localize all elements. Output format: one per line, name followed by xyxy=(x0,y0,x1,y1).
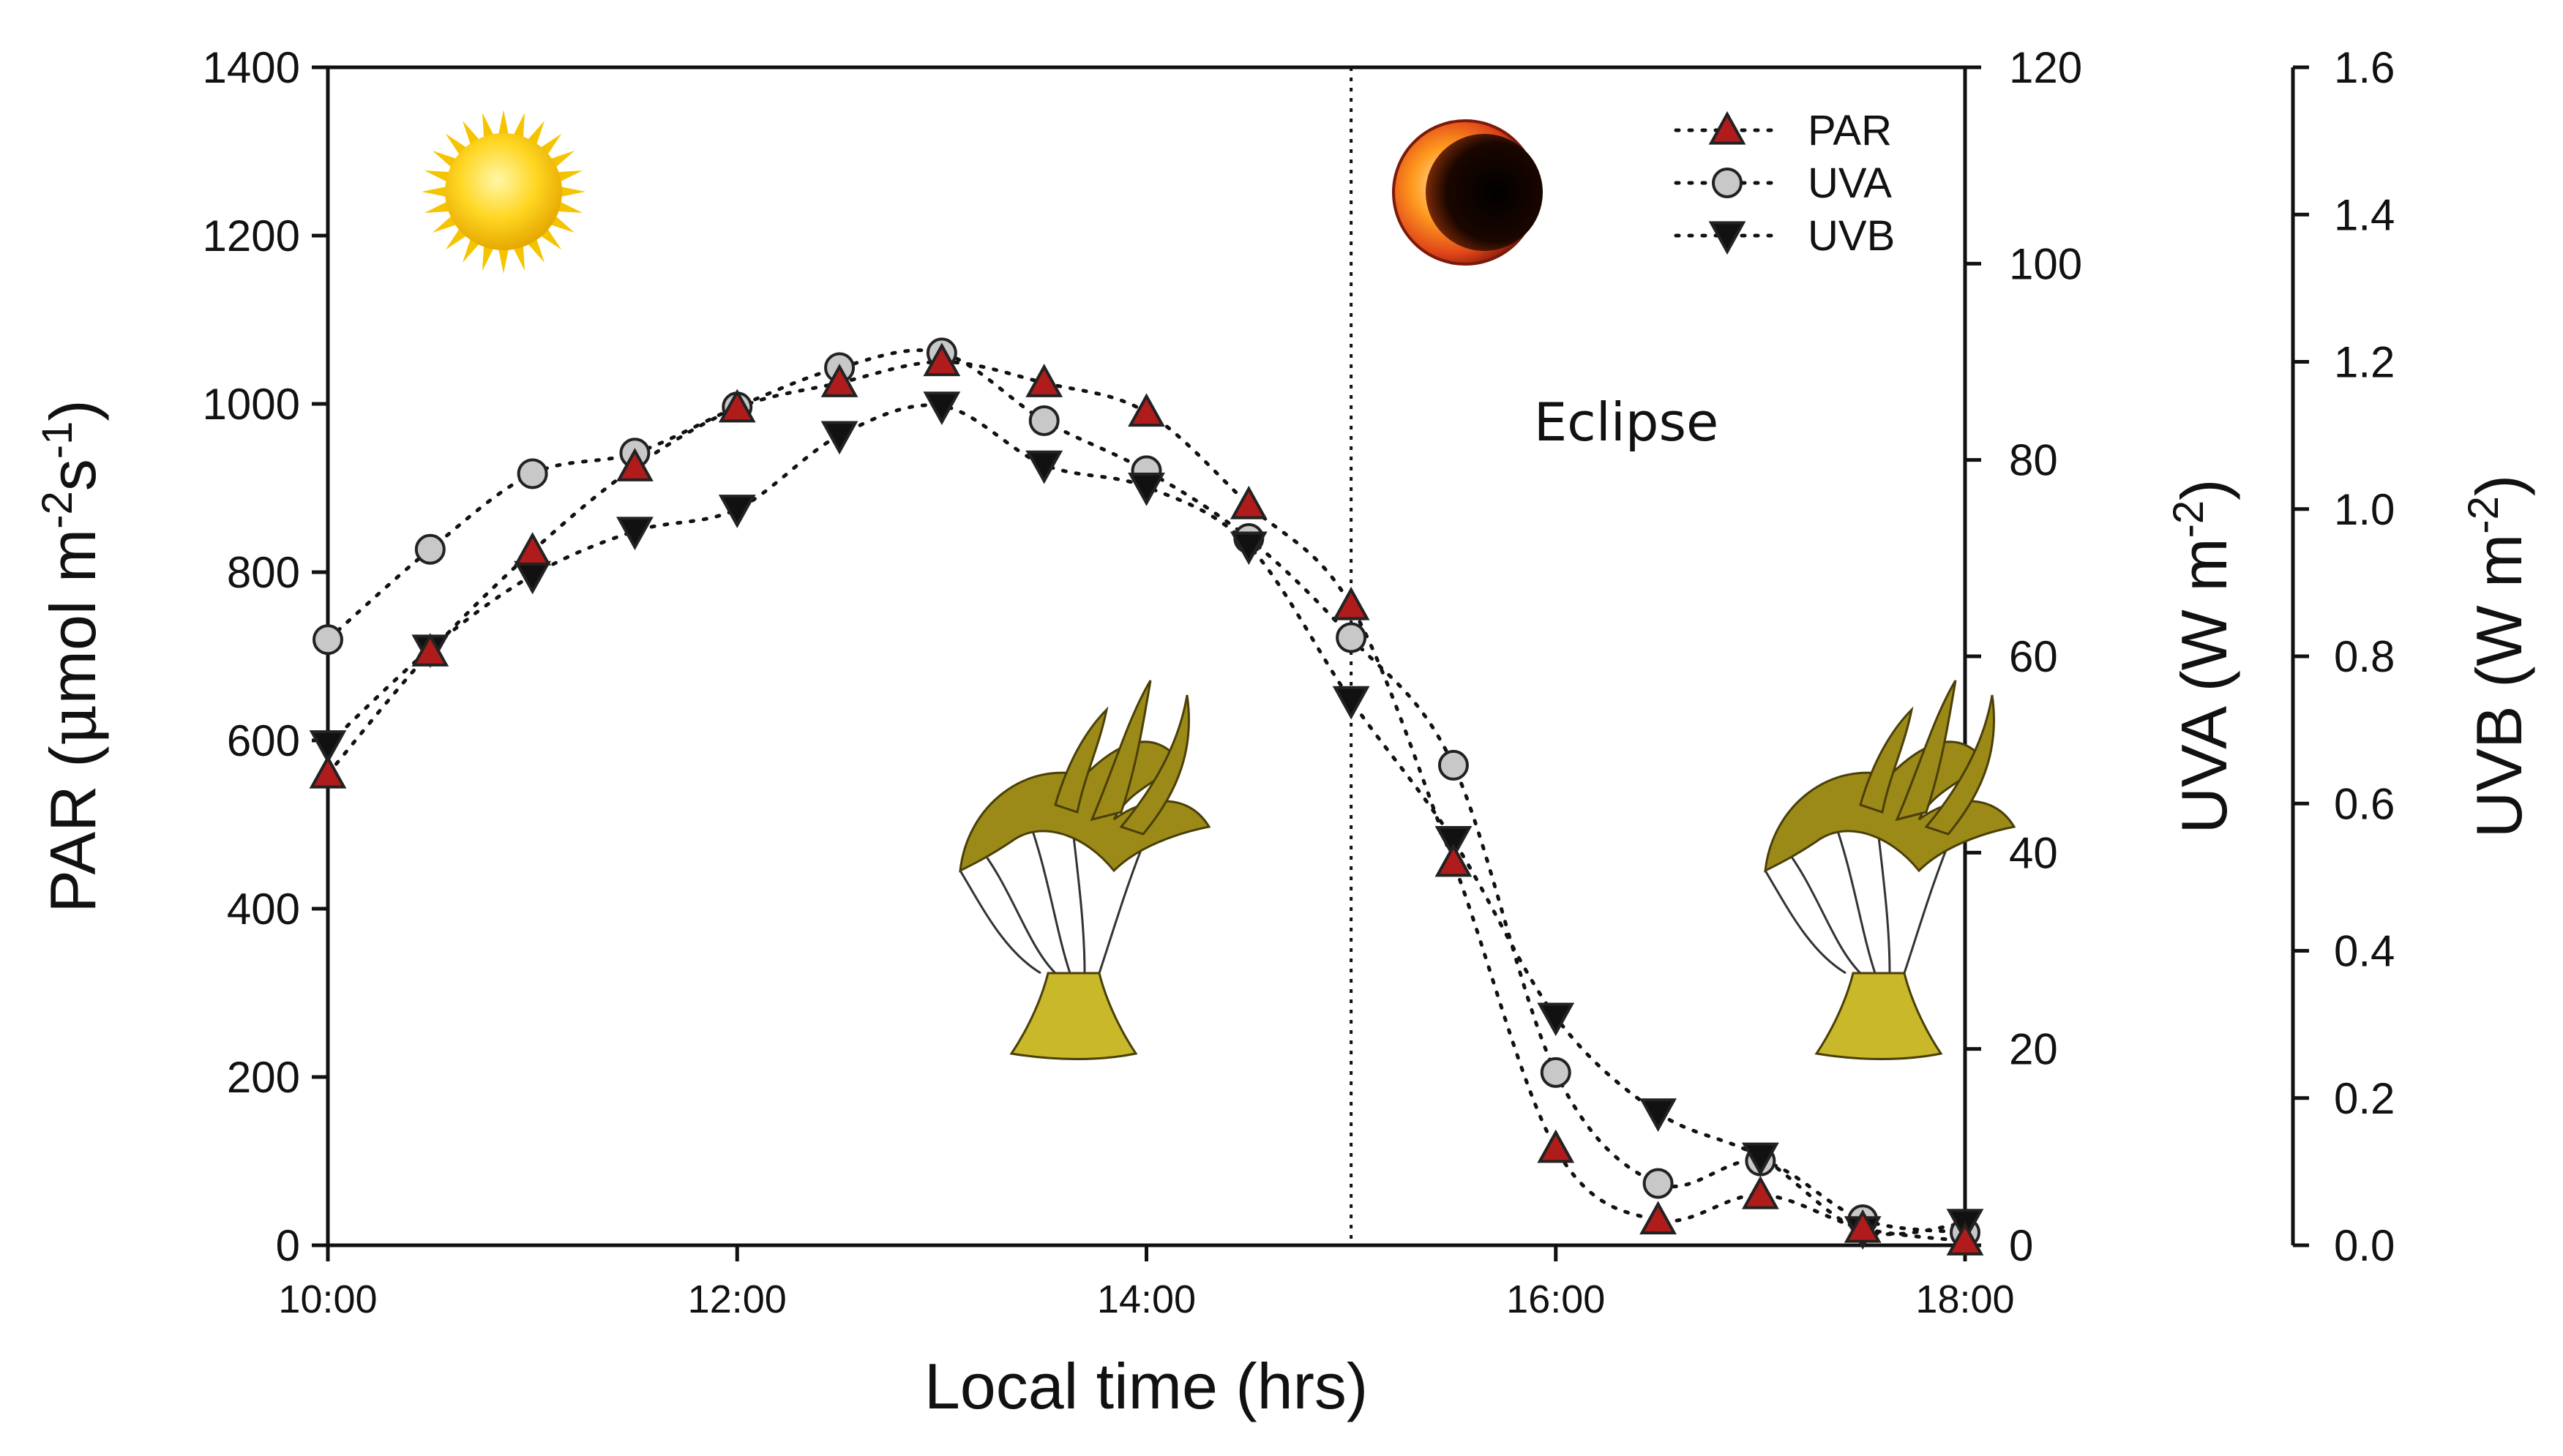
x-tick-label: 10:00 xyxy=(278,1277,377,1321)
uva-axis-title: UVA (W m-2) xyxy=(2165,479,2241,833)
data-point-uva xyxy=(1028,405,1060,436)
data-point-uvb xyxy=(718,495,756,528)
data-point-uvb xyxy=(616,517,654,551)
data-point-par xyxy=(718,389,756,423)
uvb-tick-label: 0.0 xyxy=(2334,1221,2395,1270)
uva-tick-label: 20 xyxy=(2009,1025,2058,1074)
uvb-tick-label: 0.2 xyxy=(2334,1074,2395,1123)
uva-tick-label: 120 xyxy=(2009,43,2082,92)
left-tick-label: 1400 xyxy=(203,43,300,92)
data-point-par xyxy=(1741,1175,1779,1209)
data-point-uvb xyxy=(1639,1098,1677,1132)
data-point-par xyxy=(309,754,347,789)
left-tick-label: 1200 xyxy=(203,211,300,260)
data-point-uvb xyxy=(1537,1002,1575,1037)
eclipse-annotation: Eclipse xyxy=(1534,391,1719,453)
uvb-tick-label: 1.4 xyxy=(2334,190,2395,239)
seaweed-icon xyxy=(959,680,1211,1060)
data-point-uva xyxy=(1437,749,1469,781)
data-point-uvb xyxy=(1128,472,1165,506)
data-point-uvb xyxy=(1230,531,1268,566)
data-point-uva xyxy=(1336,622,1367,653)
data-point-uvb xyxy=(1434,825,1473,860)
left-tick-label: 800 xyxy=(227,548,300,597)
data-point-par xyxy=(1844,1209,1882,1243)
legend-item-uva: UVA xyxy=(1674,160,1892,207)
x-tick-label: 14:00 xyxy=(1097,1277,1196,1321)
uva-tick-label: 100 xyxy=(2009,239,2082,288)
series-par-points xyxy=(309,342,1984,1256)
uvb-tick-label: 1.6 xyxy=(2334,43,2395,92)
data-point-par xyxy=(411,633,449,667)
data-point-uvb xyxy=(1332,686,1370,720)
legend-marker xyxy=(1708,221,1746,255)
data-point-par xyxy=(616,448,654,481)
uva-tick-label: 40 xyxy=(2009,828,2058,877)
uva-tick-label: 80 xyxy=(2009,436,2058,485)
seaweed-icon xyxy=(1764,680,2016,1060)
data-point-par xyxy=(1434,843,1473,877)
x-tick-label: 18:00 xyxy=(1915,1277,2014,1321)
data-point-uva xyxy=(517,458,548,489)
legend-label: UVA xyxy=(1808,160,1892,207)
left-axis-title: PAR (μmol m-2s-1) xyxy=(34,399,111,912)
legend: PAR UVA UVB xyxy=(1674,107,1895,260)
legend-item-uvb: UVB xyxy=(1674,212,1895,260)
x-axis-title: Local time (hrs) xyxy=(924,1350,1368,1422)
left-tick-label: 1000 xyxy=(203,380,300,429)
uvb-tick-label: 1.0 xyxy=(2334,485,2395,534)
legend-label: PAR xyxy=(1808,107,1892,154)
left-tick-label: 400 xyxy=(227,885,300,934)
data-point-par xyxy=(514,532,552,566)
x-axis-ticks: 10:00 12:00 14:00 16:00 18:00 xyxy=(278,1245,2015,1321)
uvb-axis-title: UVB (W m-2) xyxy=(2460,475,2536,838)
data-point-par xyxy=(1025,364,1063,397)
data-point-uva xyxy=(1642,1168,1674,1199)
left-axis-ticks: 0 200 400 600 800 1000 1200 1400 xyxy=(203,43,328,1270)
data-point-uvb xyxy=(514,560,552,595)
uvb-tick-label: 0.6 xyxy=(2334,779,2395,828)
data-point-uvb xyxy=(309,730,347,764)
sun-icon xyxy=(422,110,585,274)
eclipse-icon xyxy=(1392,119,1543,266)
uva-tick-label: 60 xyxy=(2009,632,2058,681)
data-point-par xyxy=(1230,485,1268,519)
legend-label: UVB xyxy=(1808,212,1895,260)
left-tick-label: 600 xyxy=(227,716,300,765)
data-point-uvb xyxy=(1741,1142,1779,1177)
data-point-par xyxy=(820,364,858,397)
x-tick-label: 12:00 xyxy=(688,1277,787,1321)
data-point-uva xyxy=(1540,1057,1571,1088)
series-line-uva xyxy=(326,348,1967,1235)
data-point-par xyxy=(923,342,961,377)
series-layer xyxy=(309,337,1984,1256)
data-point-uvb xyxy=(820,421,858,455)
uvb-axis-ticks: 0.0 0.2 0.4 0.6 0.8 1.0 1.2 1.4 1.6 xyxy=(2293,43,2395,1270)
legend-item-par: PAR xyxy=(1674,107,1892,154)
legend-marker xyxy=(1712,168,1743,198)
x-tick-label: 16:00 xyxy=(1506,1277,1605,1321)
data-point-uvb xyxy=(923,391,961,425)
data-point-uva xyxy=(414,533,446,565)
uva-axis-ticks: 0 20 40 60 80 100 120 xyxy=(1965,43,2082,1270)
data-point-uva xyxy=(313,624,343,656)
uvb-tick-label: 0.4 xyxy=(2334,927,2395,976)
data-point-par xyxy=(1128,393,1165,427)
left-tick-label: 0 xyxy=(276,1221,300,1270)
legend-marker xyxy=(1708,110,1746,145)
series-line-par xyxy=(326,359,1967,1243)
axes xyxy=(326,65,2295,1247)
left-tick-label: 200 xyxy=(227,1053,300,1102)
uva-tick-label: 0 xyxy=(2009,1221,2033,1270)
data-point-par xyxy=(1537,1129,1575,1163)
data-point-par xyxy=(1332,586,1370,620)
data-point-par xyxy=(1639,1201,1677,1235)
uvb-tick-label: 0.8 xyxy=(2334,632,2395,681)
uvb-tick-label: 1.2 xyxy=(2334,338,2395,387)
data-point-uvb xyxy=(1025,450,1063,484)
data-point-par xyxy=(1946,1222,1984,1256)
